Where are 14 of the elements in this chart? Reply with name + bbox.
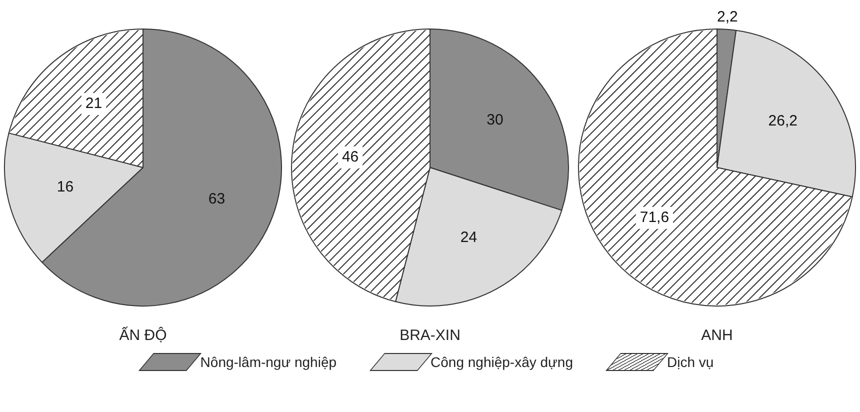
data-label: 71,6 [640, 209, 670, 226]
data-label: 24 [460, 229, 478, 246]
data-label: 2,2 [716, 8, 738, 26]
text: BRA-XIN [400, 327, 460, 344]
data-label: 30 [486, 111, 504, 128]
legend-label: Công nghiệp-xây dựng [430, 354, 573, 370]
data-label: 16 [56, 178, 74, 196]
data-label: 46 [342, 148, 359, 166]
legend-label: Nông-lâm-ngư nghiệp [200, 354, 337, 370]
data-label: 63 [208, 190, 226, 208]
text: ẤN ĐỘ [119, 326, 167, 344]
legend-label: Dịch vụ [667, 354, 714, 370]
text: ANH [701, 327, 733, 344]
data-label: 21 [85, 95, 102, 112]
